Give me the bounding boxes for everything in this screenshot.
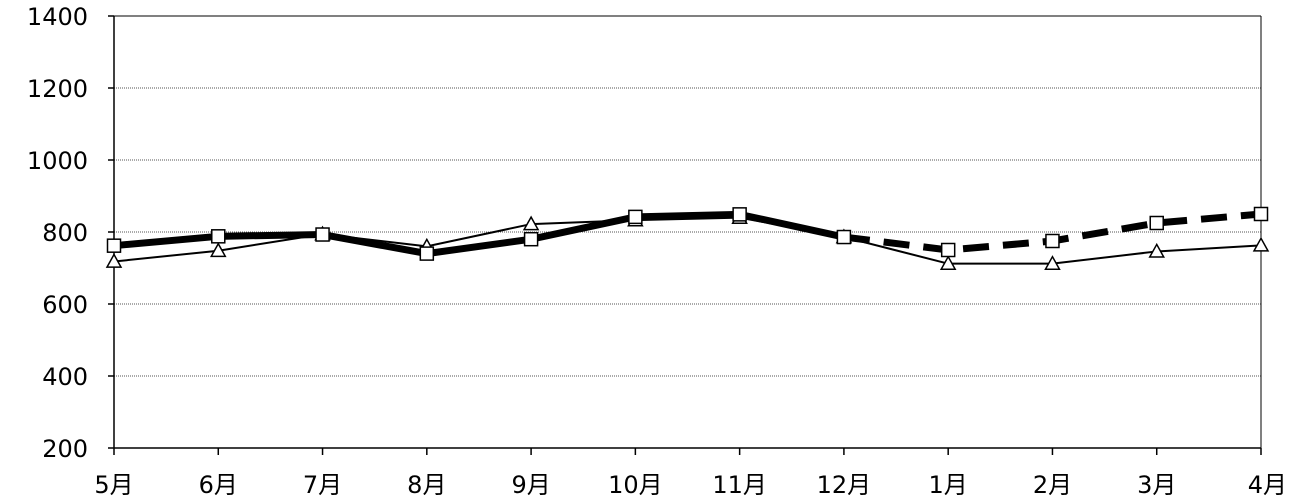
x-tick-label: 1月 — [929, 471, 968, 499]
triangle-marker — [1044, 255, 1061, 271]
triangle-marker — [209, 242, 227, 258]
x-tick-label: 12月 — [817, 471, 872, 499]
y-axis-tick-labels: 200 400 600 800 1000 1200 1400 — [27, 3, 88, 463]
x-tick-label: 10月 — [608, 471, 663, 499]
x-tick-label: 4月 — [1248, 471, 1287, 499]
square-marker — [1253, 206, 1269, 222]
square-marker — [940, 242, 956, 258]
triangle-marker — [522, 215, 540, 231]
square-marker — [836, 229, 852, 245]
series-line-square-solid — [113, 210, 845, 258]
axes — [108, 15, 1262, 455]
y-tick-label: 1200 — [27, 75, 88, 103]
x-tick-label: 5月 — [94, 471, 133, 499]
x-tick-label: 3月 — [1137, 471, 1176, 499]
y-tick-label: 400 — [42, 363, 88, 391]
square-marker — [523, 231, 539, 247]
y-tick-label: 1400 — [27, 3, 88, 31]
square-marker — [1149, 215, 1164, 231]
series-group — [105, 206, 1270, 271]
square-marker — [106, 238, 122, 253]
x-tick-label: 9月 — [511, 471, 550, 499]
series-line-triangle — [113, 216, 1262, 265]
triangle-marker — [105, 252, 123, 268]
x-tick-label: 7月 — [303, 471, 342, 499]
y-tick-label: 200 — [42, 435, 88, 463]
square-marker — [315, 227, 330, 242]
y-tick-label: 800 — [42, 219, 88, 247]
y-tick-label: 600 — [42, 291, 88, 319]
square-marker — [211, 229, 226, 244]
x-tick-label: 2月 — [1033, 471, 1072, 499]
x-axis-tick-labels: 5月 6月 7月 8月 9月 10月 11月 12月 1月 2月 3月 4月 — [94, 471, 1287, 499]
x-tick-label: 8月 — [407, 471, 446, 499]
square-marker — [419, 246, 435, 261]
triangle-marker — [1252, 236, 1270, 252]
y-tick-label: 1000 — [27, 147, 88, 175]
x-tick-label: 11月 — [712, 471, 767, 499]
triangle-marker — [1148, 242, 1166, 258]
triangle-marker — [939, 255, 957, 271]
square-marker — [628, 209, 643, 225]
gridlines — [114, 15, 1261, 377]
square-marker — [1045, 233, 1060, 249]
square-marker — [732, 207, 747, 222]
x-tick-label: 6月 — [199, 471, 238, 499]
